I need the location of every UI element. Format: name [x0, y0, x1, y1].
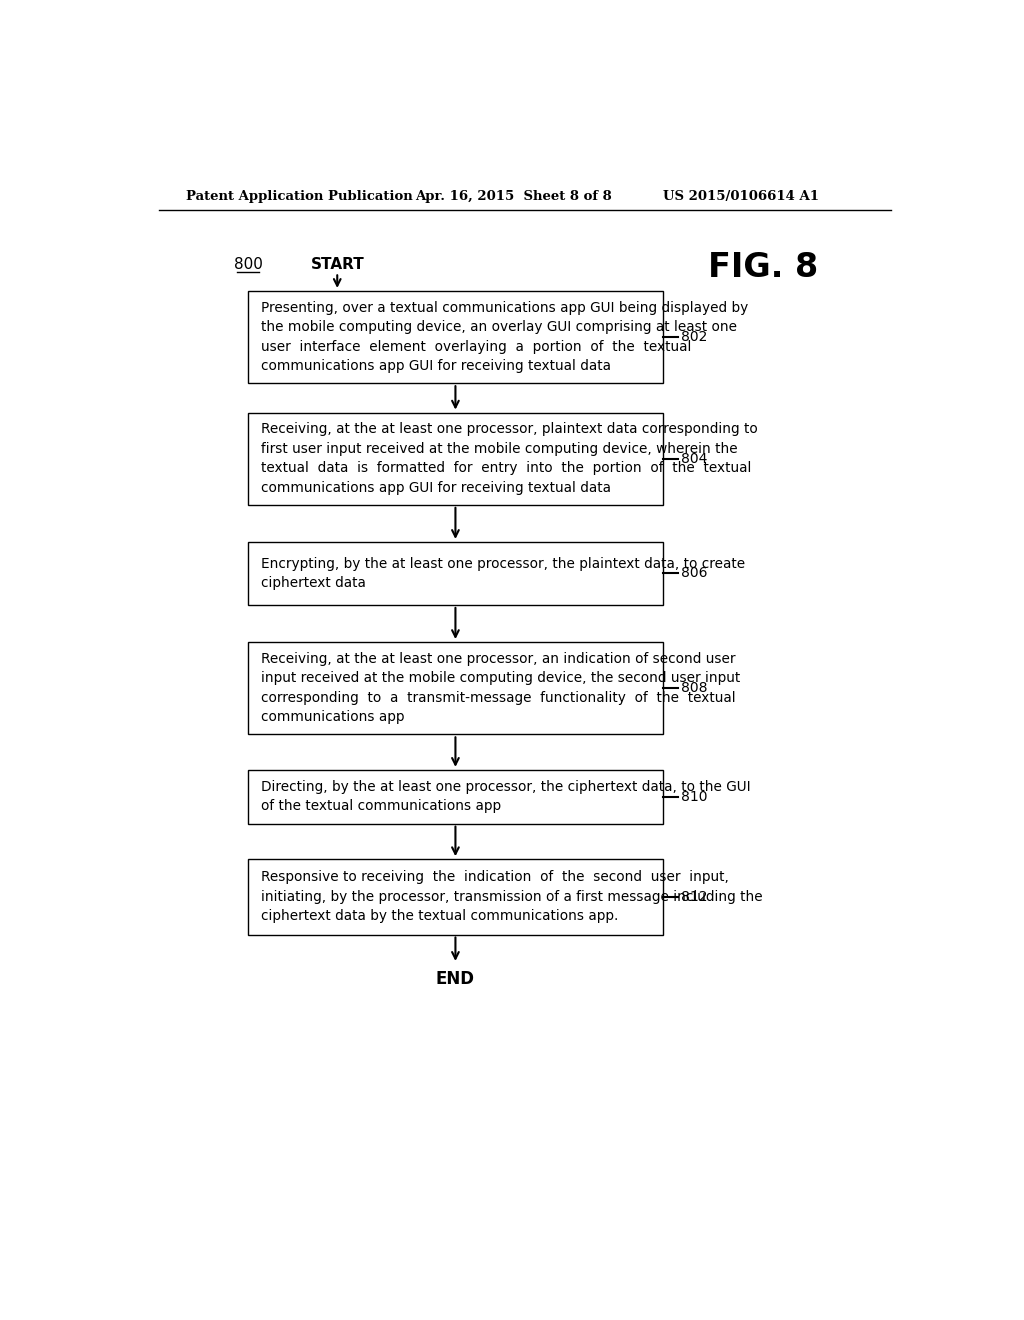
Bar	[248, 413, 663, 506]
Text: 806: 806	[681, 566, 708, 581]
Text: Directing, by the at least one processor, the ciphertext data, to the GUI
of the: Directing, by the at least one processor…	[260, 780, 751, 813]
Bar	[248, 770, 663, 824]
Text: FIG. 8: FIG. 8	[709, 251, 818, 284]
Text: START: START	[310, 257, 365, 272]
Bar	[248, 642, 663, 734]
Text: 810: 810	[681, 789, 708, 804]
Text: US 2015/0106614 A1: US 2015/0106614 A1	[663, 190, 819, 203]
Text: Encrypting, by the at least one processor, the plaintext data, to create
ciphert: Encrypting, by the at least one processo…	[260, 557, 744, 590]
Bar	[248, 541, 663, 605]
Text: Responsive to receiving  the  indication  of  the  second  user  input,
initiati: Responsive to receiving the indication o…	[260, 870, 762, 923]
Text: 804: 804	[681, 451, 708, 466]
Bar	[248, 859, 663, 935]
Bar	[248, 290, 663, 383]
Text: 808: 808	[681, 681, 708, 696]
Text: 802: 802	[681, 330, 708, 345]
Text: 812: 812	[681, 890, 708, 904]
Text: Receiving, at the at least one processor, an indication of second user
input rec: Receiving, at the at least one processor…	[260, 652, 739, 725]
Text: 800: 800	[233, 257, 262, 272]
Text: Receiving, at the at least one processor, plaintext data corresponding to
first : Receiving, at the at least one processor…	[260, 422, 758, 495]
Text: Apr. 16, 2015  Sheet 8 of 8: Apr. 16, 2015 Sheet 8 of 8	[415, 190, 611, 203]
Text: END: END	[436, 970, 475, 989]
Text: Patent Application Publication: Patent Application Publication	[186, 190, 413, 203]
Text: Presenting, over a textual communications app GUI being displayed by
the mobile : Presenting, over a textual communication…	[260, 301, 748, 374]
